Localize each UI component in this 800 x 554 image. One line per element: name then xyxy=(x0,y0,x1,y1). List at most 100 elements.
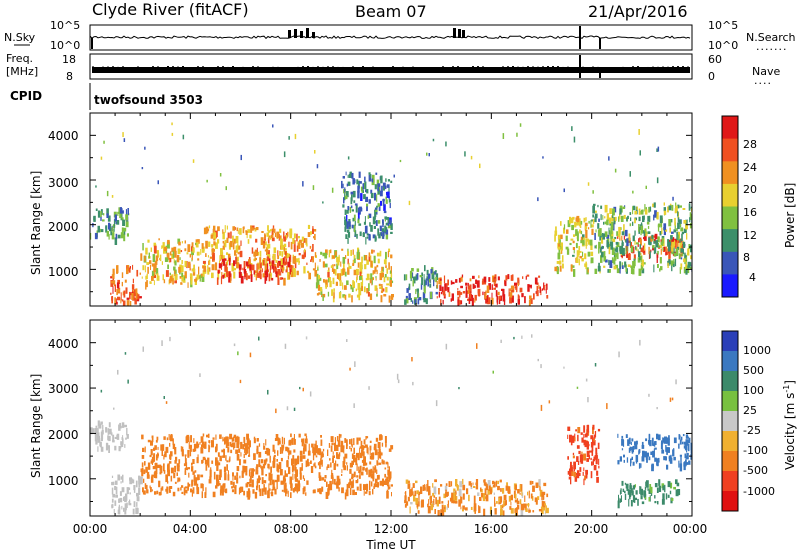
heat-cell xyxy=(375,220,378,226)
heat-cell xyxy=(206,179,208,183)
heat-cell xyxy=(384,274,387,278)
heat-cell xyxy=(580,236,583,241)
heat-cell xyxy=(350,447,352,452)
heat-cell xyxy=(440,299,442,306)
heat-cell xyxy=(378,283,381,286)
heat-cell xyxy=(161,444,165,451)
heat-cell xyxy=(524,503,527,511)
heat-cell xyxy=(370,192,374,199)
heat-cell xyxy=(585,470,588,474)
heat-cell xyxy=(643,237,646,240)
heat-cell xyxy=(136,492,139,497)
heat-cell xyxy=(619,490,621,495)
heat-cell xyxy=(642,215,645,222)
heat-cell xyxy=(500,339,502,343)
heat-cell xyxy=(121,487,125,493)
heat-cell xyxy=(334,269,337,276)
heat-cell xyxy=(221,272,223,278)
heat-cell xyxy=(293,434,295,442)
heat-cell xyxy=(514,499,518,503)
heat-cell xyxy=(105,427,108,433)
heat-cell xyxy=(485,295,488,304)
heat-cell xyxy=(514,484,517,491)
heat-cell xyxy=(523,503,526,508)
heat-cell xyxy=(181,449,184,457)
heat-cell xyxy=(510,494,513,501)
heat-cell xyxy=(423,484,426,489)
nsky-label: N.Sky xyxy=(4,31,36,44)
nsky-tick-top: 10^5 xyxy=(50,19,80,32)
heat-cell xyxy=(503,494,507,501)
freq-dot xyxy=(642,67,644,69)
heat-cell xyxy=(222,436,224,442)
heat-cell xyxy=(272,486,276,491)
heat-cell xyxy=(120,297,122,304)
heat-cell xyxy=(118,424,121,431)
heat-cell xyxy=(681,233,683,242)
heat-cell xyxy=(659,257,662,264)
heat-cell xyxy=(235,256,237,265)
heat-cell xyxy=(220,276,223,285)
heat-cell xyxy=(383,276,386,283)
heat-cell xyxy=(294,133,297,140)
heat-cell xyxy=(181,485,184,488)
freq-dot xyxy=(347,67,349,69)
heat-cell xyxy=(140,253,143,261)
heat-cell xyxy=(579,255,583,259)
velocity-colorbar-label-sup: -1 xyxy=(782,385,791,393)
heat-cell xyxy=(133,485,136,491)
heat-cell xyxy=(126,268,129,275)
heat-cell xyxy=(356,179,359,185)
heat-cell xyxy=(363,458,365,465)
velocity-heatmap xyxy=(90,334,692,516)
heat-cell xyxy=(217,481,220,486)
heat-cell xyxy=(638,129,640,135)
heat-cell xyxy=(184,471,187,475)
heat-cell xyxy=(469,286,471,290)
heat-cell xyxy=(312,489,315,494)
heat-cell xyxy=(364,176,366,183)
heat-cell xyxy=(374,184,377,190)
heat-cell xyxy=(269,265,272,270)
heat-cell xyxy=(666,252,669,255)
heat-cell xyxy=(142,447,145,452)
heat-cell xyxy=(290,492,292,498)
heat-cell xyxy=(611,215,614,222)
heat-cell xyxy=(358,171,361,178)
heat-cell xyxy=(364,444,368,448)
heat-cell xyxy=(303,266,306,274)
heat-cell xyxy=(443,275,446,283)
heat-cell xyxy=(358,223,362,226)
heat-cell xyxy=(520,509,524,516)
heat-cell xyxy=(591,224,594,228)
nsearch-legend-dots: ....... xyxy=(756,40,787,53)
heat-cell xyxy=(208,440,211,443)
heat-cell xyxy=(546,493,549,498)
heat-cell xyxy=(476,343,478,349)
heat-cell xyxy=(169,336,171,342)
heat-cell xyxy=(355,480,359,484)
heat-cell xyxy=(280,271,282,276)
heat-cell xyxy=(430,268,433,274)
heat-cell xyxy=(337,256,340,263)
heat-cell xyxy=(360,281,363,288)
heat-cell xyxy=(146,280,148,288)
heat-cell xyxy=(271,277,274,281)
heat-cell xyxy=(97,225,100,233)
heat-cell xyxy=(619,237,621,241)
heat-cell xyxy=(216,479,219,486)
heat-cell xyxy=(283,484,287,493)
heat-cell xyxy=(576,445,580,449)
freq-dot xyxy=(207,67,209,69)
heat-cell xyxy=(221,264,223,267)
heat-cell xyxy=(297,480,300,487)
heat-cell xyxy=(634,230,636,236)
freq-dot xyxy=(197,66,199,68)
heat-cell xyxy=(508,495,511,502)
heat-cell xyxy=(171,274,174,282)
heat-cell xyxy=(592,436,594,444)
heat-cell xyxy=(275,408,277,414)
heat-cell xyxy=(146,471,150,475)
heat-cell xyxy=(640,463,642,468)
